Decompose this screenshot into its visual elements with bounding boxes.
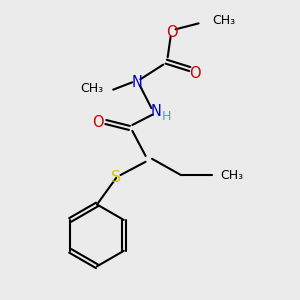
Text: O: O <box>189 66 201 81</box>
Text: CH₃: CH₃ <box>212 14 235 27</box>
Text: N: N <box>131 75 142 90</box>
Text: S: S <box>111 170 121 185</box>
Text: O: O <box>92 115 104 130</box>
Text: H: H <box>161 110 171 123</box>
Text: O: O <box>166 25 178 40</box>
Text: CH₃: CH₃ <box>80 82 103 95</box>
Text: N: N <box>151 104 161 119</box>
Text: CH₃: CH₃ <box>221 169 244 182</box>
